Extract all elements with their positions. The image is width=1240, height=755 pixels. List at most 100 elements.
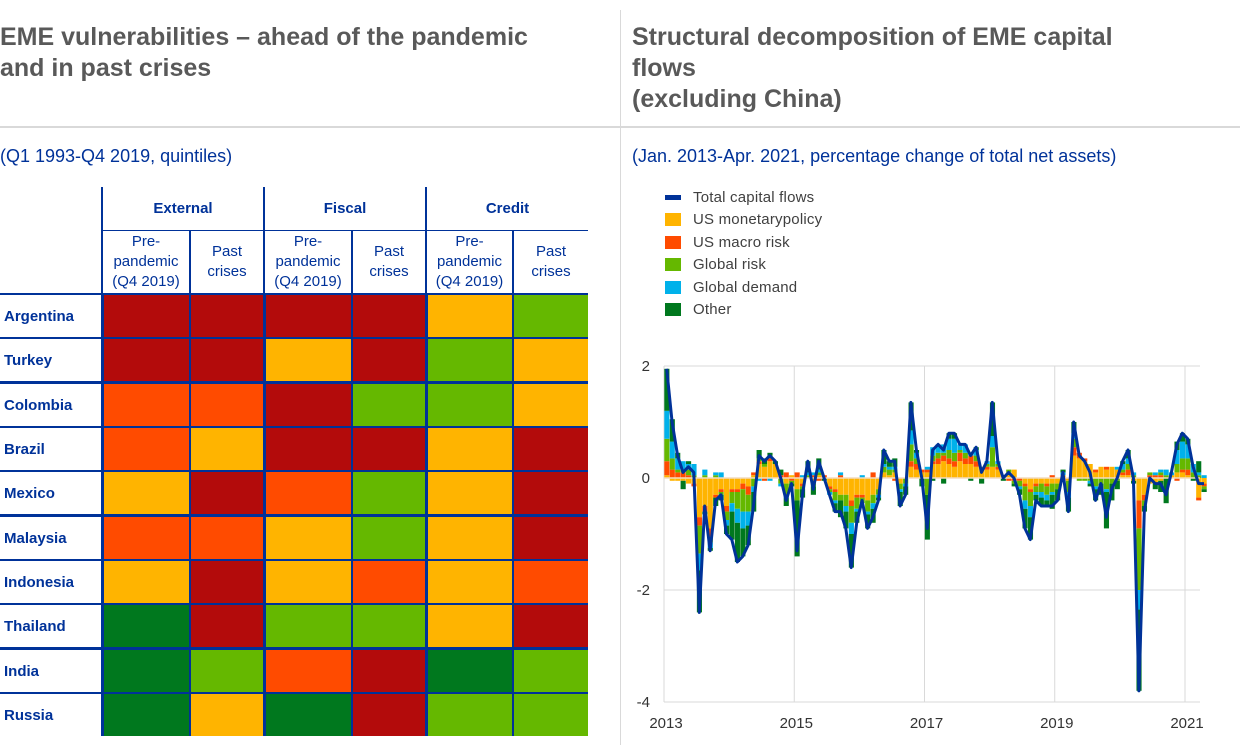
bar-segment xyxy=(908,466,914,478)
bar-segment xyxy=(713,494,719,498)
bar-segment xyxy=(713,475,719,478)
bar-segment xyxy=(859,478,865,495)
country-label: Russia xyxy=(4,706,54,724)
bar-segment xyxy=(1017,486,1023,490)
bar-segment xyxy=(778,483,784,487)
bar-segment xyxy=(772,464,778,478)
bar-segment xyxy=(973,461,979,467)
bar-segment xyxy=(1044,483,1050,487)
subheader-line: Pre- xyxy=(131,233,161,250)
bar-segment xyxy=(686,475,692,478)
bar-segment xyxy=(1185,458,1191,470)
bar-segment xyxy=(854,494,860,498)
heat-cell xyxy=(189,338,264,384)
bar-segment xyxy=(1044,500,1050,506)
bar-segment xyxy=(816,478,822,481)
bar-segment xyxy=(1038,483,1044,492)
bar-segment xyxy=(799,478,806,484)
bar-segment xyxy=(756,478,762,481)
bar-segment xyxy=(664,475,670,478)
table-row: India xyxy=(0,648,588,694)
heat-cell xyxy=(189,515,264,561)
heat-cell xyxy=(424,560,513,605)
bar-segment xyxy=(723,506,730,512)
bar-segment xyxy=(1055,478,1061,484)
heat-cell xyxy=(262,515,352,561)
bar-segment xyxy=(664,368,670,411)
bar-segment xyxy=(1152,472,1158,476)
bar-segment xyxy=(1065,478,1072,481)
bar-segment xyxy=(897,483,903,490)
bar-segment xyxy=(989,436,996,448)
bar-segment xyxy=(745,478,751,487)
bar-segment xyxy=(1136,528,1142,590)
legend-swatch xyxy=(665,280,681,294)
bar-segment xyxy=(832,478,838,490)
bar-segment xyxy=(881,464,887,467)
bar-segment xyxy=(713,472,719,476)
bar-segment xyxy=(734,489,740,492)
total-line-layer xyxy=(665,368,1204,693)
panel-divider xyxy=(620,10,621,745)
bar-segment xyxy=(1103,466,1110,470)
heat-cell xyxy=(262,294,352,339)
bar-segment xyxy=(680,472,686,478)
bar-segment xyxy=(827,486,833,490)
bar-segment xyxy=(734,478,740,490)
bar-segment xyxy=(1152,475,1158,478)
bar-segment xyxy=(718,478,724,490)
right-subtitle: (Jan. 2013-Apr. 2021, percentage change … xyxy=(632,146,1117,166)
bar-segment xyxy=(1076,478,1082,481)
country-label: Malaysia xyxy=(0,515,102,561)
bar-segment xyxy=(1174,472,1180,478)
country-label: Thailand xyxy=(0,604,102,650)
legend-label: Total capital flows xyxy=(693,188,815,206)
heat-cell xyxy=(351,338,426,384)
bar-segment xyxy=(696,517,702,526)
subheader-line: Pre- xyxy=(455,233,484,250)
stacked-bars xyxy=(664,368,1207,691)
table-row: Mexico xyxy=(0,471,588,517)
right-panel-title: Structural decomposition of EME capital … xyxy=(632,22,1113,115)
bar-segment xyxy=(870,478,876,495)
bar-segment xyxy=(783,478,789,484)
bar-segment xyxy=(962,452,968,459)
bar-segment xyxy=(675,472,681,478)
bar-segment xyxy=(951,438,958,453)
bar-segment xyxy=(675,478,681,481)
heat-cell xyxy=(512,515,588,561)
bar-segment xyxy=(1196,472,1202,476)
heat-cell xyxy=(262,560,352,605)
heat-cell xyxy=(351,604,426,650)
chart-legend: Total capital flows US monetarypolicy US… xyxy=(665,186,822,321)
heat-cell xyxy=(424,427,513,472)
bar-segment xyxy=(1196,478,1202,498)
table-row: Indonesia xyxy=(0,560,588,605)
country-label: Indonesia xyxy=(0,560,102,605)
bar-segment xyxy=(1022,486,1028,501)
right-title-line-2: flows xyxy=(632,54,696,82)
bar-segment xyxy=(1179,441,1185,459)
heat-cell xyxy=(424,338,513,384)
bar-segment xyxy=(1098,478,1104,484)
heat-cell xyxy=(262,471,352,517)
bar-segment xyxy=(783,472,789,478)
bar-segment xyxy=(848,522,854,534)
bar-segment xyxy=(761,464,768,467)
bar-segment xyxy=(810,472,816,476)
bar-segment xyxy=(1087,480,1093,484)
heat-cell xyxy=(100,338,190,384)
bar-segment xyxy=(734,522,740,562)
bar-segment xyxy=(1185,475,1191,478)
heat-cell xyxy=(100,427,190,472)
table-row: Russia xyxy=(0,693,588,736)
x-tick-label: 2015 xyxy=(780,715,813,732)
legend-label: US macro risk xyxy=(693,233,790,251)
bar-segment xyxy=(734,492,740,509)
x-tick-label: 2021 xyxy=(1170,715,1203,732)
bar-segment xyxy=(1136,590,1142,610)
bar-segment xyxy=(1027,492,1034,506)
bar-segment xyxy=(881,472,887,478)
bar-segment xyxy=(1114,466,1120,470)
subheader-5: Past crises xyxy=(512,230,588,295)
